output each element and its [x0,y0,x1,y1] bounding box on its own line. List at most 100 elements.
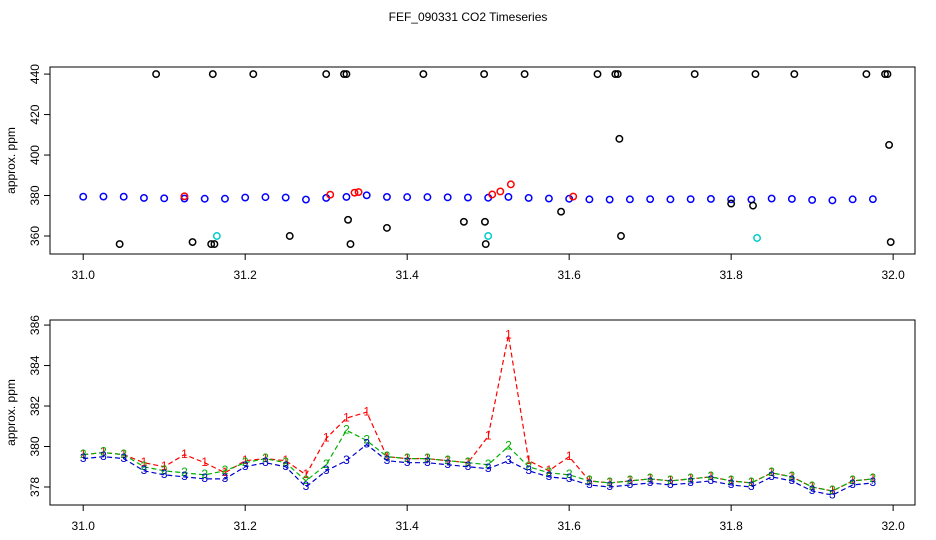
point-glyph: 2 [404,451,411,465]
data-point [787,195,796,203]
x-tick-label: 31.0 [72,268,96,282]
data-point [115,240,124,249]
point-glyph: 3 [161,467,168,481]
plot-box [49,319,916,506]
point-glyph: 2 [829,483,836,497]
data-point [480,217,489,226]
point-glyph: 3 [829,487,836,501]
point-glyph: 1 [566,449,573,463]
point-glyph: 2 [465,455,472,469]
data-point [751,70,760,79]
point-glyph: 1 [242,453,249,467]
point-glyph: 3 [647,475,654,489]
data-point [403,193,412,202]
point-glyph: 1 [708,469,715,483]
point-glyph: 1 [80,447,87,461]
data-point [520,70,529,79]
data-point [808,196,817,204]
point-glyph: 2 [384,449,391,463]
point-glyph: 3 [282,459,289,473]
point-glyph: 2 [444,453,451,467]
data-point [569,192,578,201]
point-glyph: 3 [586,477,593,491]
point-glyph: 1 [627,473,634,487]
data-point [180,192,189,201]
data-point [585,195,594,204]
y-tick-label: 440 [28,64,42,84]
data-point [285,232,294,240]
point-glyph: 3 [80,451,87,465]
x-tick-label: 31.2 [234,268,258,282]
point-glyph: 3 [546,469,553,483]
point-glyph: 1 [262,451,269,465]
point-glyph: 1 [282,453,289,467]
point-glyph: 3 [687,475,694,489]
point-glyph: 1 [303,467,310,481]
point-glyph: 2 [242,455,249,469]
data-point [362,191,371,200]
y-tick-label: 420 [28,104,42,124]
point-glyph: 1 [870,471,877,485]
point-glyph: 1 [181,447,188,461]
point-glyph: 2 [546,465,553,479]
point-glyph: 1 [505,327,512,341]
y-tick-label: 384 [28,355,42,375]
y-tick-label: 400 [28,145,42,165]
point-glyph: 3 [141,463,148,477]
data-point [767,194,776,203]
point-glyph: 1 [606,475,613,489]
point-glyph: 2 [485,457,492,471]
data-point [350,188,359,197]
point-glyph: 1 [728,473,735,487]
point-glyph: 3 [404,455,411,469]
x-tick-label: 32.0 [881,519,905,533]
data-point [557,207,566,216]
point-glyph: 1 [789,469,796,483]
point-glyph: 2 [120,447,127,461]
point-glyph: 2 [303,473,310,487]
point-glyph: 1 [323,431,330,445]
point-glyph: 2 [525,459,532,473]
data-point [382,192,391,201]
point-glyph: 3 [566,471,573,485]
point-glyph: 2 [201,467,208,481]
data-point [690,70,699,79]
point-glyph: 3 [667,477,674,491]
point-glyph: 1 [829,483,836,497]
y-tick-label: 380 [28,436,42,456]
point-glyph: 1 [384,449,391,463]
point-glyph: 3 [708,473,715,487]
point-glyph: 3 [485,461,492,475]
point-glyph: 3 [201,471,208,485]
point-glyph: 2 [222,463,229,477]
data-point [565,194,574,203]
point-glyph: 3 [849,477,856,491]
data-point [488,190,497,199]
data-point [496,187,505,196]
point-glyph: 3 [181,469,188,483]
point-glyph: 3 [789,473,796,487]
data-point [212,232,221,240]
point-glyph: 3 [809,483,816,497]
data-point [481,240,490,249]
point-glyph: 2 [262,451,269,465]
point-glyph: 3 [424,455,431,469]
data-point [646,195,655,204]
point-glyph: 3 [444,457,451,471]
data-point [342,192,351,201]
point-glyph: 1 [586,473,593,487]
data-point [790,70,799,79]
point-glyph: 2 [343,422,350,436]
data-point [480,70,489,79]
point-glyph: 2 [586,473,593,487]
point-glyph: 2 [80,447,87,461]
point-glyph: 2 [282,455,289,469]
data-point [241,193,250,202]
y-tick-label: 378 [28,477,42,497]
point-glyph: 3 [222,471,229,485]
point-glyph: 1 [809,479,816,493]
point-glyph: 3 [728,477,735,491]
point-glyph: 3 [606,479,613,493]
point-glyph: 2 [789,469,796,483]
point-glyph: 2 [606,475,613,489]
